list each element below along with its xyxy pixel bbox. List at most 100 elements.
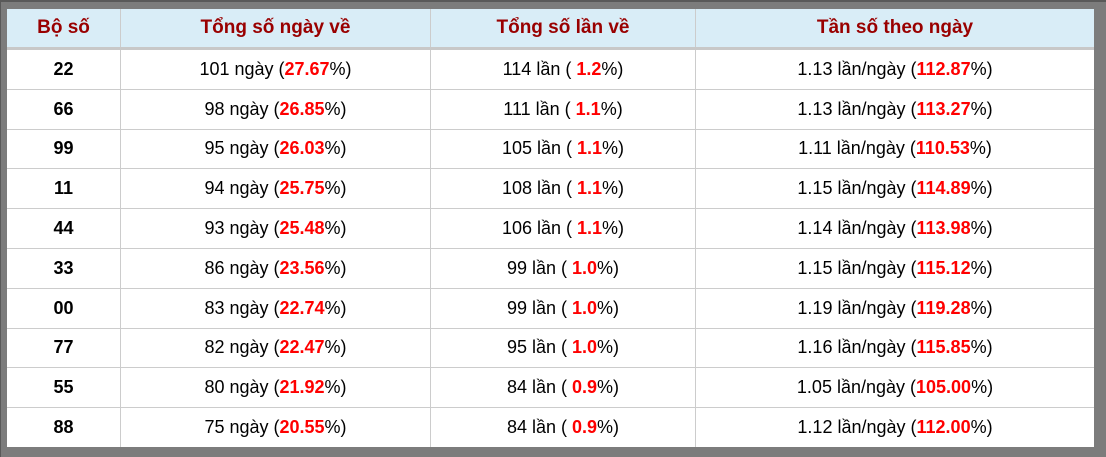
times-percent-value: 1.1 — [577, 218, 603, 239]
table-row: 77 82 ngày (22.47%) 95 lần ( 1.0%) 1.16 … — [7, 328, 1094, 369]
times-percent-value: 1.1 — [575, 98, 601, 119]
days-percent-value: 23.56 — [279, 257, 325, 278]
table-row: 88 75 ngày (20.55%) 84 lần ( 0.9%) 1.12 … — [7, 408, 1094, 447]
pair-number: 22 — [7, 50, 121, 89]
frequency-percent-value: 110.53 — [915, 138, 970, 159]
frequency-percent-value: 112.87 — [916, 58, 971, 79]
total-days-cell: 82 ngày (22.47%) — [121, 328, 431, 368]
days-text: 94 ngày ( — [204, 178, 280, 199]
daily-frequency-cell: 1.16 lần/ngày (115.85%) — [696, 329, 1094, 368]
times-close-paren: %) — [597, 297, 620, 318]
times-percent-value: 0.9 — [572, 417, 598, 438]
frequency-percent-value: 115.12 — [916, 257, 971, 278]
days-percent-value: 26.85 — [279, 98, 325, 119]
table-row: 55 80 ngày (21.92%) 84 lần ( 0.9%) 1.05 … — [7, 368, 1094, 409]
times-text: 108 lần ( — [501, 178, 578, 199]
pair-number: 11 — [7, 169, 121, 209]
frequency-text: 1.15 lần/ngày ( — [797, 178, 917, 199]
daily-frequency-cell: 1.15 lần/ngày (114.89%) — [696, 169, 1094, 208]
total-times-cell: 84 lần ( 0.9%) — [431, 368, 696, 408]
frequency-close-paren: %) — [970, 178, 993, 199]
frequency-close-paren: %) — [971, 377, 994, 398]
times-percent-value: 0.9 — [572, 377, 598, 398]
total-times-cell: 111 lần ( 1.1%) — [431, 89, 696, 129]
frequency-percent-value: 105.00 — [916, 377, 972, 398]
frequency-close-paren: %) — [970, 98, 993, 119]
table-body: 22 101 ngày (27.67%) 114 lần ( 1.2%) 1.1… — [7, 50, 1094, 447]
days-percent-value: 27.67 — [284, 58, 330, 79]
frequency-close-paren: %) — [970, 257, 993, 278]
frequency-close-paren: %) — [970, 297, 993, 318]
daily-frequency-cell: 1.15 lần/ngày (115.12%) — [696, 249, 1094, 288]
table-row: 99 95 ngày (26.03%) 105 lần ( 1.1%) 1.11… — [7, 129, 1094, 170]
total-times-cell: 84 lần ( 0.9%) — [431, 408, 696, 447]
times-percent-value: 1.1 — [577, 178, 603, 199]
days-close-paren: %) — [324, 337, 347, 358]
times-text: 99 lần ( — [506, 297, 572, 318]
days-close-paren: %) — [324, 257, 347, 278]
times-percent-value: 1.1 — [577, 138, 603, 159]
days-percent-value: 21.92 — [279, 377, 325, 398]
times-text: 105 lần ( — [501, 138, 578, 159]
times-text: 114 lần ( — [502, 58, 577, 79]
total-days-cell: 101 ngày (27.67%) — [121, 50, 431, 89]
days-percent-value: 22.47 — [279, 337, 325, 358]
total-times-cell: 105 lần ( 1.1%) — [431, 129, 696, 169]
daily-frequency-cell: 1.13 lần/ngày (112.87%) — [696, 50, 1094, 89]
days-percent-value: 22.74 — [279, 297, 325, 318]
frequency-close-paren: %) — [970, 218, 993, 239]
days-text: 75 ngày ( — [204, 417, 280, 438]
times-text: 84 lần ( — [506, 377, 572, 398]
days-text: 98 ngày ( — [204, 98, 280, 119]
times-close-paren: %) — [602, 218, 625, 239]
total-times-cell: 108 lần ( 1.1%) — [431, 169, 696, 209]
days-close-paren: %) — [324, 178, 347, 199]
times-close-paren: %) — [597, 377, 620, 398]
days-percent-value: 25.48 — [279, 218, 325, 239]
frequency-text: 1.13 lần/ngày ( — [797, 58, 917, 79]
frequency-close-paren: %) — [970, 417, 993, 438]
total-times-cell: 99 lần ( 1.0%) — [431, 288, 696, 328]
days-text: 80 ngày ( — [204, 377, 280, 398]
daily-frequency-cell: 1.05 lần/ngày (105.00%) — [696, 368, 1094, 407]
frequency-close-paren: %) — [970, 337, 993, 358]
header-total-days: Tổng số ngày về — [121, 9, 431, 47]
times-close-paren: %) — [601, 58, 624, 79]
times-percent-value: 1.0 — [572, 297, 598, 318]
times-text: 84 lần ( — [506, 417, 572, 438]
frequency-text: 1.16 lần/ngày ( — [797, 337, 917, 358]
times-text: 95 lần ( — [506, 337, 572, 358]
times-percent-value: 1.0 — [572, 337, 598, 358]
frequency-text: 1.19 lần/ngày ( — [797, 297, 917, 318]
times-close-paren: %) — [602, 178, 625, 199]
days-close-paren: %) — [324, 297, 347, 318]
table-row: 44 93 ngày (25.48%) 106 lần ( 1.1%) 1.14… — [7, 209, 1094, 249]
frequency-percent-value: 115.85 — [916, 337, 971, 358]
pair-number: 99 — [7, 129, 121, 169]
total-days-cell: 80 ngày (21.92%) — [121, 368, 431, 408]
days-text: 95 ngày ( — [204, 138, 280, 159]
daily-frequency-cell: 1.14 lần/ngày (113.98%) — [696, 209, 1094, 248]
times-text: 106 lần ( — [501, 218, 578, 239]
frequency-text: 1.11 lần/ngày ( — [798, 138, 916, 159]
days-text: 101 ngày ( — [199, 58, 285, 79]
times-close-paren: %) — [600, 98, 623, 119]
total-days-cell: 93 ngày (25.48%) — [121, 209, 431, 248]
pair-number: 55 — [7, 368, 121, 408]
header-pair-number: Bộ số — [7, 9, 121, 47]
total-days-cell: 94 ngày (25.75%) — [121, 169, 431, 209]
lottery-pair-statistics-table: Bộ số Tổng số ngày về Tổng số lần về Tần… — [7, 9, 1094, 447]
total-times-cell: 95 lần ( 1.0%) — [431, 328, 696, 368]
days-percent-value: 20.55 — [279, 417, 325, 438]
frequency-close-paren: %) — [970, 58, 993, 79]
pair-number: 77 — [7, 328, 121, 368]
days-close-paren: %) — [324, 138, 347, 159]
total-times-cell: 99 lần ( 1.0%) — [431, 248, 696, 288]
table-header-row: Bộ số Tổng số ngày về Tổng số lần về Tần… — [7, 9, 1094, 50]
table-row: 00 83 ngày (22.74%) 99 lần ( 1.0%) 1.19 … — [7, 288, 1094, 329]
days-close-paren: %) — [329, 58, 352, 79]
frequency-percent-value: 114.89 — [916, 178, 971, 199]
days-close-paren: %) — [324, 417, 347, 438]
times-text: 99 lần ( — [506, 257, 572, 278]
